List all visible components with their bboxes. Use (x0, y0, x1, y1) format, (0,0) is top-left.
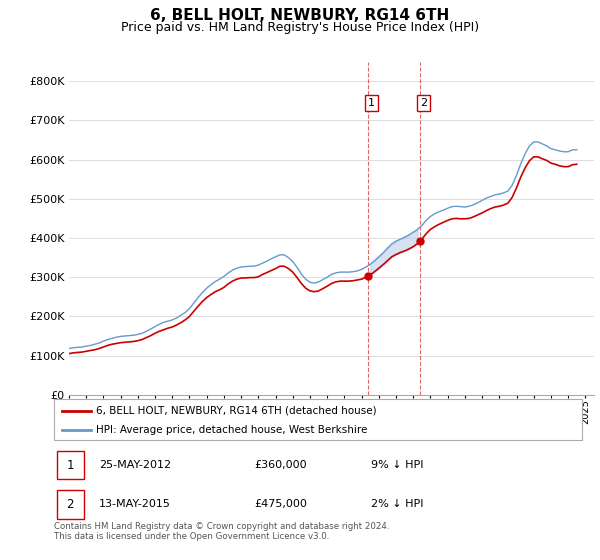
Text: 2% ↓ HPI: 2% ↓ HPI (371, 500, 424, 510)
Text: 9% ↓ HPI: 9% ↓ HPI (371, 460, 424, 470)
Text: 2: 2 (419, 98, 427, 108)
Text: £475,000: £475,000 (254, 500, 308, 510)
Text: 13-MAY-2015: 13-MAY-2015 (99, 500, 171, 510)
Text: Price paid vs. HM Land Registry's House Price Index (HPI): Price paid vs. HM Land Registry's House … (121, 21, 479, 34)
Text: Contains HM Land Registry data © Crown copyright and database right 2024.
This d: Contains HM Land Registry data © Crown c… (54, 522, 389, 542)
Text: 1: 1 (67, 459, 74, 472)
Text: HPI: Average price, detached house, West Berkshire: HPI: Average price, detached house, West… (96, 424, 368, 435)
Text: 25-MAY-2012: 25-MAY-2012 (99, 460, 171, 470)
Text: 1: 1 (368, 98, 375, 108)
Bar (56, 451, 84, 479)
Text: 2: 2 (67, 498, 74, 511)
Bar (56, 490, 84, 519)
Text: 6, BELL HOLT, NEWBURY, RG14 6TH: 6, BELL HOLT, NEWBURY, RG14 6TH (151, 8, 449, 24)
Text: £360,000: £360,000 (254, 460, 307, 470)
Text: 6, BELL HOLT, NEWBURY, RG14 6TH (detached house): 6, BELL HOLT, NEWBURY, RG14 6TH (detache… (96, 405, 377, 416)
